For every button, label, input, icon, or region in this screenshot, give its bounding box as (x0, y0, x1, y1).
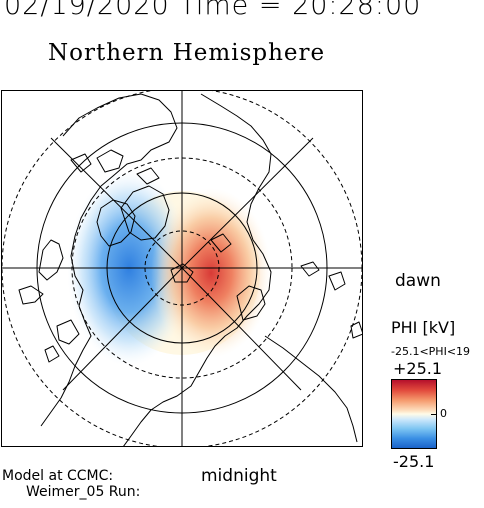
polar-map-plot (1, 90, 363, 447)
colorbar-range-text: -25.1<PHI<19 (391, 345, 471, 358)
coastline-siberia-islands (170, 233, 232, 283)
coastline-north-america (40, 93, 178, 427)
coastline-arctic-islands (70, 149, 160, 185)
run-label: Weimer_05 Run: (26, 484, 141, 500)
coastline-hudson-bay (96, 199, 136, 247)
meridian-line (181, 137, 314, 269)
colorbar-min-label: -25.1 (393, 452, 435, 471)
hemisphere-title: Northern Hemisphere (48, 40, 326, 66)
coastline-greenland (120, 185, 170, 241)
coastline-scandinavia (236, 285, 266, 321)
plot-frame (1, 90, 363, 447)
positive-potential-cell (151, 188, 271, 358)
colorbar-gradient (392, 380, 436, 448)
model-label: Model at CCMC: (2, 468, 114, 484)
meridian-line (62, 267, 183, 391)
dawn-label: dawn (395, 271, 441, 291)
colorbar-variable-label: PHI [kV] (391, 318, 456, 337)
midnight-label: midnight (201, 466, 277, 486)
meridian-line (181, 267, 302, 391)
coastline-east-asia (264, 335, 358, 443)
coastline-atlantic (44, 319, 80, 363)
colorbar-zero-label: 0 (440, 407, 447, 420)
date-time-header: 02/19/2020 Time = 20:28:00 (4, 0, 422, 21)
colorbar-max-label: +25.1 (393, 359, 443, 378)
colorbar (391, 379, 437, 449)
coastline-pacific-islands (300, 261, 363, 339)
colorbar-zero-tick (431, 414, 436, 415)
coastline-eurasia (122, 93, 272, 447)
coastline-alaska (18, 239, 64, 305)
